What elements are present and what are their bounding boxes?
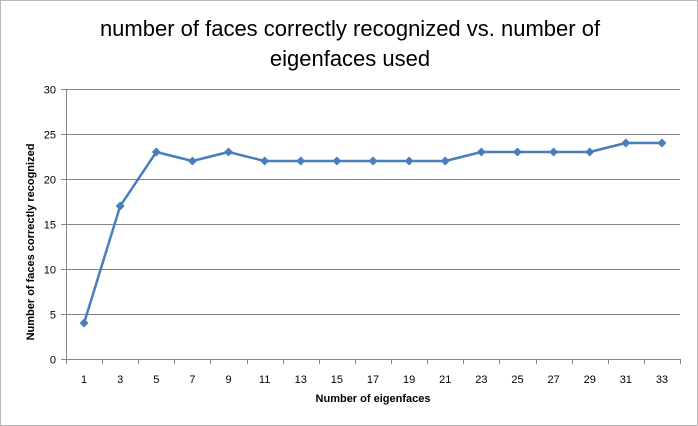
data-point: [621, 138, 631, 148]
x-tick-label: 33: [656, 374, 668, 386]
x-tick-label: 3: [117, 374, 123, 386]
data-point: [296, 156, 306, 166]
series: [82, 141, 662, 324]
chart-title-line-2: eigenfaces used: [269, 46, 431, 71]
y-tick-label: 15: [44, 220, 56, 232]
data-markers: [79, 138, 667, 328]
data-point: [549, 147, 559, 157]
x-tick-label: 5: [153, 374, 159, 386]
data-point: [476, 147, 486, 157]
x-tick-label: 1: [81, 374, 87, 386]
series-line: [82, 141, 662, 324]
x-tick-label: 23: [475, 374, 487, 386]
data-point: [115, 201, 125, 211]
y-tick-labels: 0 5 10 15 20 25 30: [44, 85, 56, 367]
x-tick-label: 31: [620, 374, 632, 386]
x-tick-labels: 1 3 5 7 9 11 13 15 17 19 21 23 25 27 29 31 33: [81, 374, 668, 386]
data-point: [404, 156, 414, 166]
data-point: [512, 147, 522, 157]
x-tick-label: 27: [547, 374, 559, 386]
x-tick-label: 21: [439, 374, 451, 386]
data-point: [260, 156, 270, 166]
y-tick-label: 10: [44, 265, 56, 277]
x-tick-label: 25: [511, 374, 523, 386]
y-tick-label: 30: [44, 85, 56, 97]
data-point: [368, 156, 378, 166]
chart-title-line-1: number of faces correctly recognized vs.…: [99, 16, 601, 41]
y-tick-label: 20: [44, 175, 56, 187]
data-point: [224, 147, 234, 157]
data-point: [187, 156, 197, 166]
x-tick-label: 29: [584, 374, 596, 386]
x-tick-label: 19: [403, 374, 415, 386]
x-tick-label: 7: [189, 374, 195, 386]
axes: [61, 89, 681, 364]
data-point: [440, 156, 450, 166]
x-tick-label: 11: [259, 374, 270, 386]
data-point: [332, 156, 342, 166]
y-axis-title: Number of faces correctly recognized: [25, 144, 37, 341]
y-tick-label: 0: [50, 355, 56, 367]
x-tick-label: 9: [225, 374, 231, 386]
gridlines: [66, 89, 680, 315]
x-axis-title: Number of eigenfaces: [316, 393, 431, 405]
data-point: [657, 138, 667, 148]
data-point: [585, 147, 595, 157]
x-tick-label: 13: [295, 374, 307, 386]
y-tick-label: 5: [50, 310, 56, 322]
y-tick-label: 25: [44, 130, 56, 142]
data-point: [79, 318, 89, 328]
x-tick-label: 17: [367, 374, 379, 386]
data-point: [151, 147, 161, 157]
x-tick-label: 15: [331, 374, 343, 386]
chart-title: number of faces correctly recognized vs.…: [60, 14, 640, 74]
